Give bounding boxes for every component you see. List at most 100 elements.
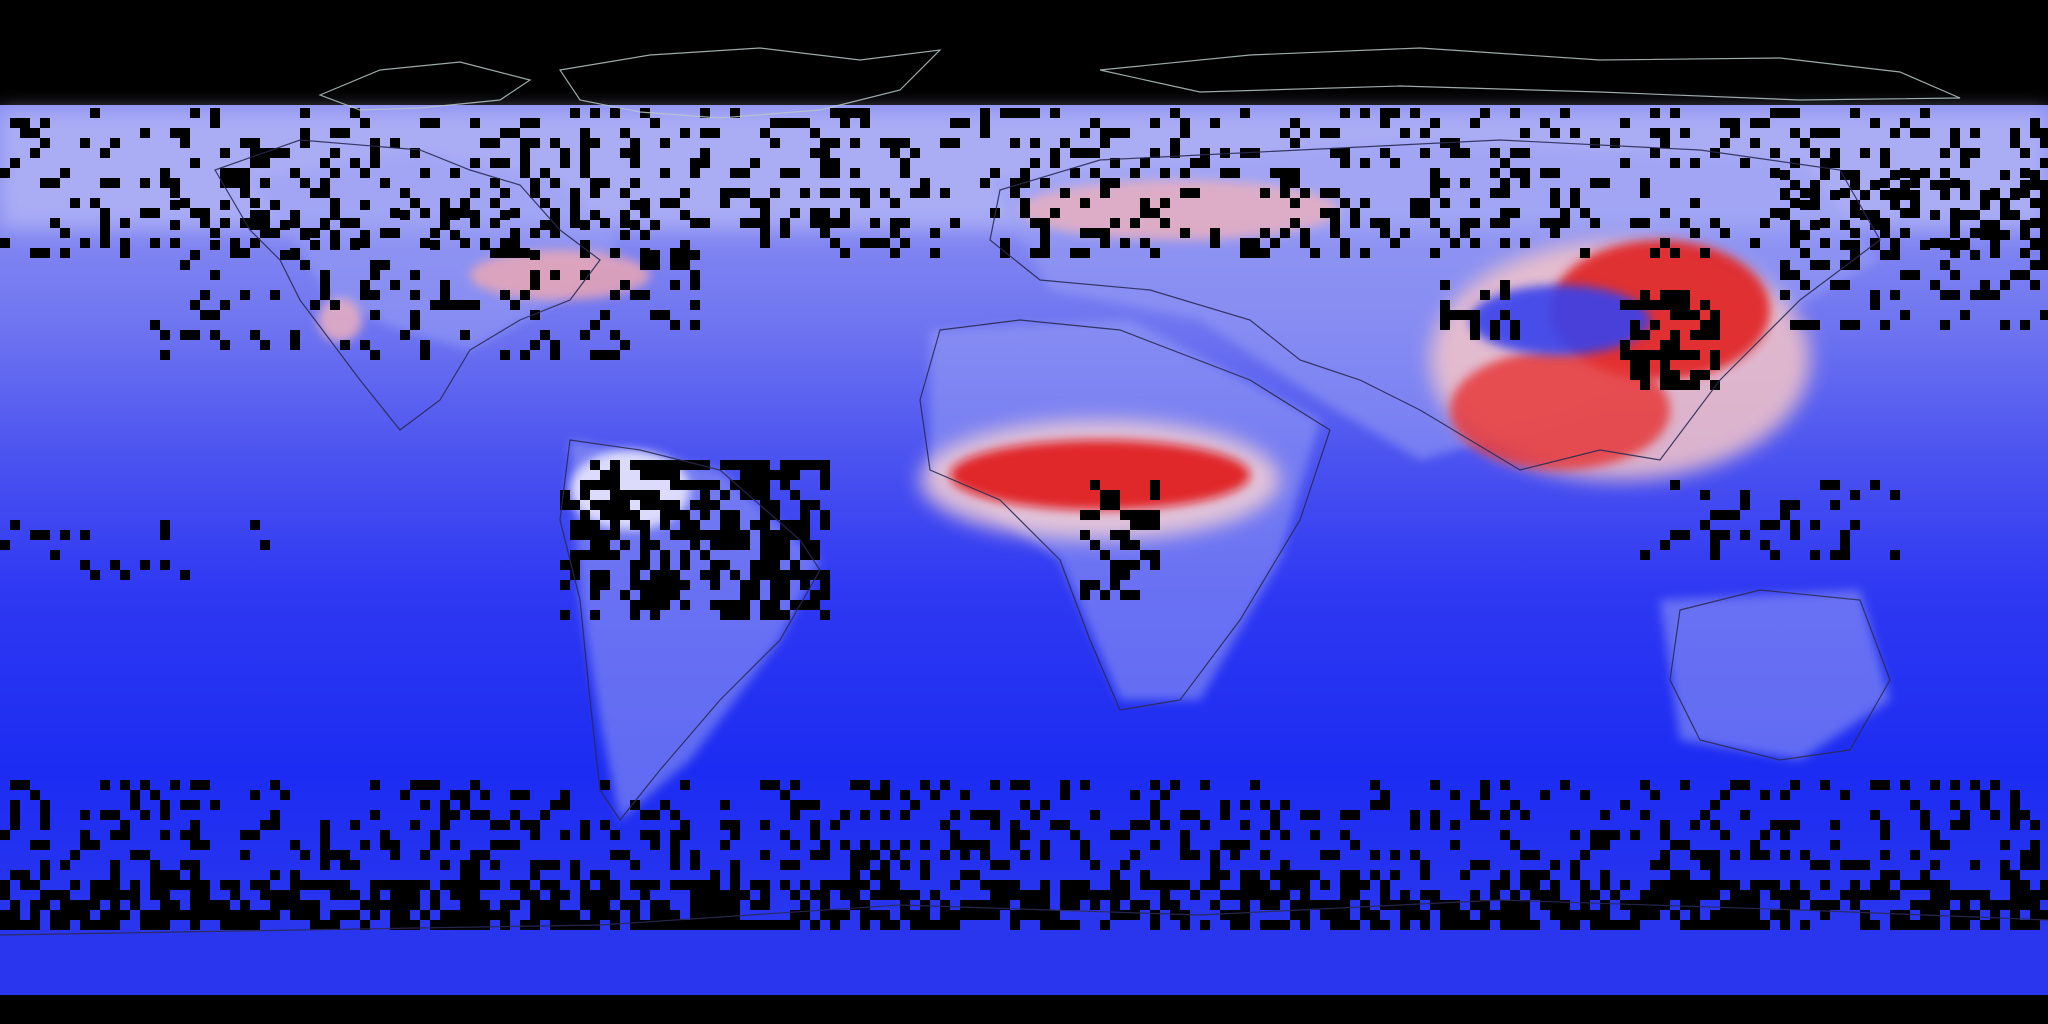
no-data-cell [1500,178,1510,188]
no-data-cell [960,870,970,880]
no-data-cell [880,238,890,248]
no-data-cell [620,540,630,550]
no-data-cell [1140,880,1150,890]
no-data-cell [1780,260,1790,270]
no-data-cell [810,590,820,600]
no-data-cell [120,570,130,580]
no-data-cell [1680,290,1690,300]
no-data-cell [1860,920,1870,930]
no-data-cell [1850,320,1860,330]
no-data-cell [2030,218,2040,228]
no-data-cell [760,480,770,490]
no-data-cell [2040,180,2048,190]
no-data-cell [1630,350,1640,360]
no-data-cell [1800,138,1810,148]
no-data-cell [10,118,20,128]
no-data-cell [1290,218,1300,228]
no-data-cell [1890,890,1900,900]
no-data-cell [1620,920,1630,930]
no-data-cell [1900,180,1910,190]
no-data-cell [580,900,590,910]
no-data-cell [630,560,640,570]
no-data-cell [1810,860,1820,870]
no-data-cell [980,118,990,128]
no-data-cell [610,510,620,520]
no-data-cell [1330,148,1340,158]
no-data-cell [1060,880,1070,890]
no-data-cell [670,510,680,520]
no-data-cell [1550,168,1560,178]
no-data-cell [1560,218,1570,228]
no-data-cell [1890,910,1900,920]
no-data-cell [60,910,70,920]
no-data-cell [630,510,640,520]
no-data-cell [1670,340,1680,350]
no-data-cell [1900,118,1910,128]
no-data-cell [1430,178,1440,188]
no-data-cell [1380,880,1390,890]
no-data-cell [1530,870,1540,880]
no-data-cell [80,810,90,820]
no-data-cell [560,610,570,620]
no-data-cell [1800,248,1810,258]
no-data-cell [1740,530,1750,540]
no-data-cell [830,920,840,930]
no-data-cell [1910,208,1920,218]
no-data-cell [1250,148,1260,158]
india-hotspot [1450,350,1670,470]
no-data-cell [210,270,220,280]
no-data-cell [680,240,690,250]
no-data-cell [1600,870,1610,880]
no-data-cell [1680,890,1690,900]
no-data-cell [470,188,480,198]
no-data-cell [1360,108,1370,118]
canada-arctic-coastline [318,61,532,111]
no-data-cell [2020,810,2030,820]
no-data-cell [1120,910,1130,920]
no-data-cell [640,880,650,890]
no-data-cell [740,580,750,590]
no-data-cell [1660,380,1670,390]
no-data-cell [690,850,700,860]
no-data-cell [1210,860,1220,870]
no-data-cell [720,460,730,470]
no-data-cell [1230,168,1240,178]
no-data-cell [90,890,100,900]
no-data-cell [380,228,390,238]
no-data-cell [1110,560,1120,570]
no-data-cells [0,108,2048,930]
no-data-cell [1990,240,2000,250]
no-data-cell [450,910,460,920]
no-data-cell [490,248,500,258]
no-data-cell [0,890,10,900]
no-data-cell [700,148,710,158]
no-data-cell [240,850,250,860]
no-data-cell [1030,218,1040,228]
no-data-cell [680,830,690,840]
no-data-cell [1860,890,1870,900]
no-data-cell [1790,500,1800,510]
no-data-cell [1900,310,1910,320]
no-data-cell [820,228,830,238]
no-data-cell [1190,188,1200,198]
no-data-cell [2040,310,2048,320]
no-data-cell [1670,310,1680,320]
no-data-cell [1320,128,1330,138]
no-data-cell [520,168,530,178]
no-data-cell [2040,890,2048,900]
no-data-cell [1850,208,1860,218]
no-data-cell [1910,800,1920,810]
no-data-cell [690,460,700,470]
no-data-cell [1910,190,1920,200]
no-data-cell [920,920,930,930]
no-data-cell [670,480,680,490]
no-data-cell [1470,218,1480,228]
no-data-cell [610,350,620,360]
no-data-cell [650,830,660,840]
no-data-cell [190,108,200,118]
no-data-cell [1460,218,1470,228]
no-data-cell [1960,148,1970,158]
no-data-cell [370,270,380,280]
no-data-cell [1090,480,1100,490]
no-data-cell [190,920,200,930]
